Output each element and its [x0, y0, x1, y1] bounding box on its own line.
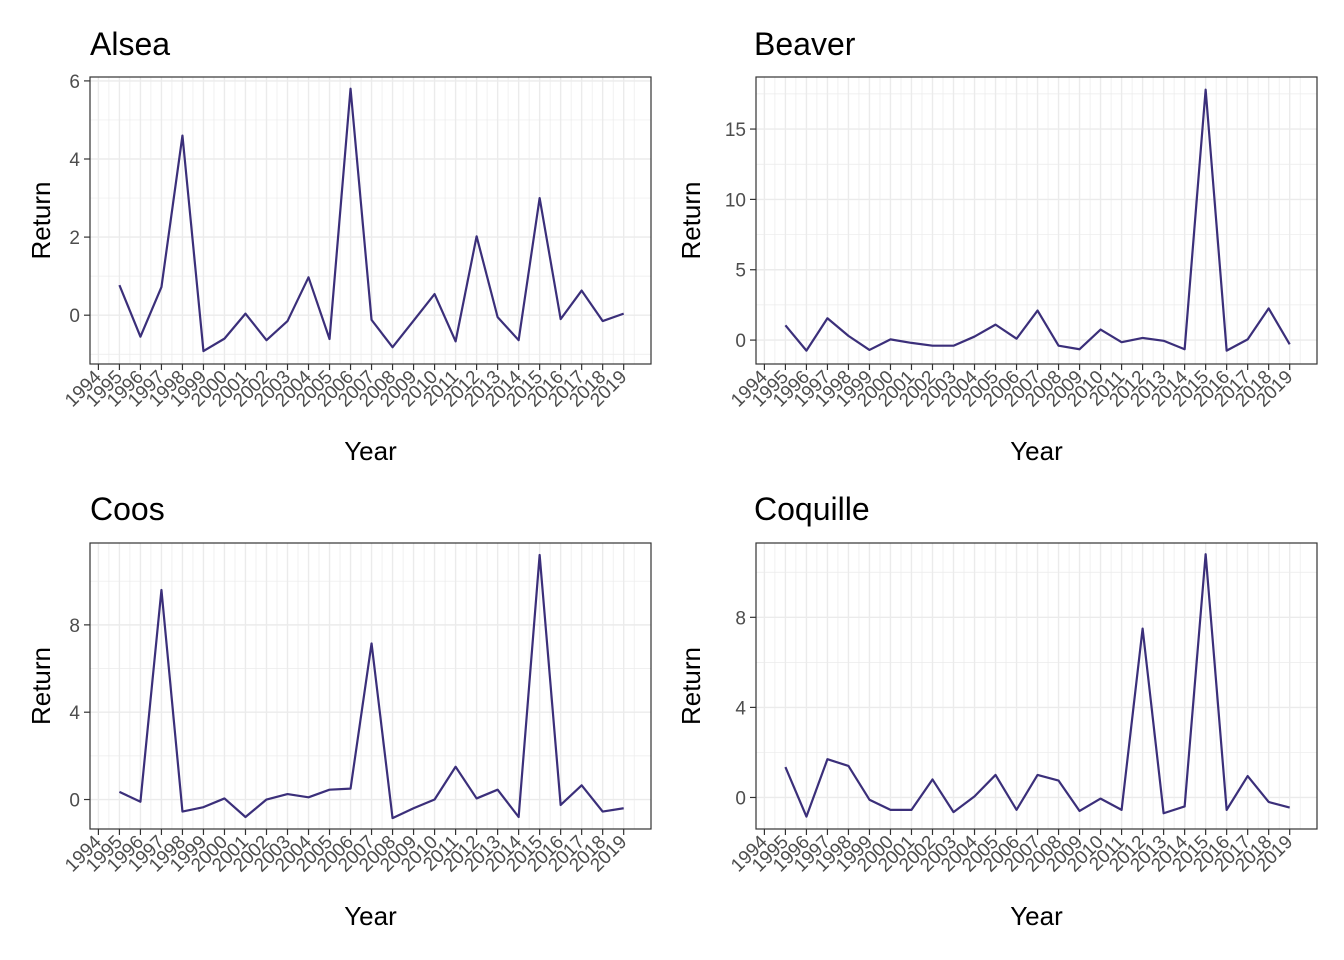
panel-background [90, 543, 651, 829]
y-tick-label: 0 [735, 331, 746, 352]
x-axis-title: Year [344, 436, 397, 466]
y-tick-label: 10 [725, 190, 746, 211]
chart-title: Coquille [754, 491, 870, 527]
y-tick-label: 0 [69, 791, 80, 812]
x-axis-title: Year [1010, 436, 1063, 466]
facet-coos: 1994199519961997199819992000200120022003… [26, 491, 652, 931]
facet-alsea: 1994199519961997199819992000200120022003… [26, 26, 652, 466]
y-tick-label: 6 [69, 72, 80, 93]
y-tick-label: 5 [735, 261, 746, 282]
y-tick-label: 2 [69, 228, 80, 249]
panel-background [756, 77, 1317, 364]
panel-background [756, 543, 1317, 829]
panel-border [755, 76, 1318, 365]
y-tick-label: 15 [725, 120, 746, 141]
y-tick-label: 0 [735, 788, 746, 809]
chart-title: Alsea [90, 26, 170, 62]
x-axis-title: Year [1010, 901, 1063, 931]
y-axis-title: Return [676, 647, 706, 725]
y-axis-title: Return [676, 181, 706, 259]
y-axis-title: Return [26, 181, 56, 259]
facet-coquille: 1994199519961997199819992000200120022003… [676, 491, 1318, 931]
x-axis-title: Year [344, 901, 397, 931]
chart-title: Beaver [754, 26, 856, 62]
y-tick-label: 0 [69, 306, 80, 327]
panel-border [755, 542, 1318, 830]
chart-title: Coos [90, 491, 165, 527]
y-tick-label: 4 [69, 150, 80, 171]
y-axis-title: Return [26, 647, 56, 725]
y-tick-label: 8 [735, 608, 746, 629]
panel-border [89, 542, 652, 830]
y-tick-label: 4 [735, 698, 746, 719]
y-tick-label: 4 [69, 703, 80, 724]
facet-beaver: 1994199519961997199819992000200120022003… [676, 26, 1318, 466]
y-tick-label: 8 [69, 616, 80, 637]
panel-border [89, 76, 652, 365]
